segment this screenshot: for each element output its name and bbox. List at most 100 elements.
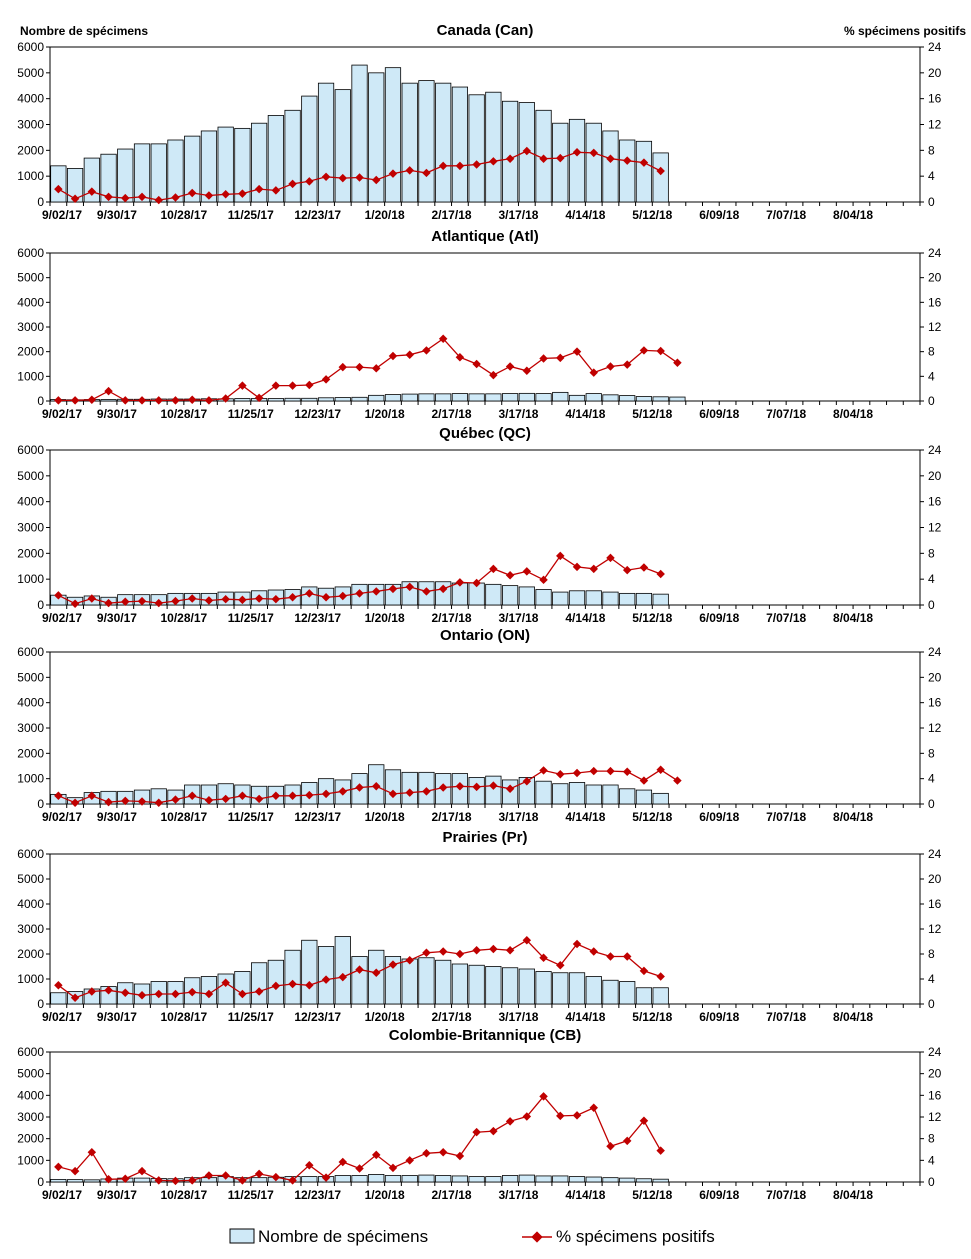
positivity-point [572,939,582,949]
positivity-point [472,782,481,792]
positivity-point [556,769,565,779]
positivity-point [489,157,498,166]
positivity-point [388,351,398,361]
y2-tick-label: 16 [928,696,942,710]
positivity-point [204,191,214,200]
x-tick-label: 2/17/18 [432,1010,472,1024]
positivity-point [438,947,448,956]
positivity-point [539,1092,548,1101]
positivity-point [589,947,598,956]
specimen-bar [485,1176,502,1183]
y2-tick-label: 12 [928,521,942,535]
positivity-point [54,1162,63,1172]
positivity-point [372,587,381,596]
positivity-point [472,1127,481,1137]
positivity-point [70,396,80,405]
positivity-point [305,589,314,598]
x-tick-label: 9/30/17 [97,611,137,625]
specimen-bar [451,1175,469,1183]
positivity-point [489,1126,498,1136]
positivity-point [606,553,615,563]
specimen-bar [351,396,368,402]
positivity-point [305,981,314,990]
positivity-point [522,366,532,376]
positivity-point [388,960,398,969]
positivity-point [622,1136,632,1146]
specimen-bar [133,1177,151,1183]
specimen-bar [217,126,234,203]
positivity-point [455,352,465,362]
specimen-bar [602,394,619,402]
specimen-bar [301,95,318,203]
chart-panels: Canada (Can)0100020003000400050006000048… [17,22,941,1202]
panel-title: Ontario (ON) [440,627,530,644]
positivity-point [338,972,348,982]
positivity-point [489,944,498,954]
y2-tick-label: 4 [928,772,935,786]
positivity-point [171,1176,180,1186]
x-tick-label: 6/09/18 [699,208,739,222]
specimen-bar [334,397,351,402]
x-tick-label: 11/25/17 [228,611,274,625]
legend-bars-label: Nombre de spécimens [258,1227,428,1246]
positivity-point [305,177,314,186]
positivity-point [522,567,532,576]
specimen-bar [552,1175,569,1183]
specimen-bar [602,979,619,1005]
x-tick-label: 10/28/17 [160,1010,207,1024]
x-tick-label: 3/17/18 [498,611,538,625]
y2-tick-label: 0 [928,598,935,612]
positivity-point [221,190,230,199]
specimen-bar [585,393,602,402]
specimen-bar [100,399,117,402]
positivity-point [271,186,281,195]
y-tick-label: 4000 [17,295,44,309]
positivity-point [522,776,532,786]
positivity-point [589,564,598,574]
positivity-point [321,1173,331,1182]
specimen-bar [501,967,519,1005]
specimen-bar [568,782,586,805]
specimen-bar [602,130,619,203]
y-tick-label: 5000 [17,670,44,684]
positivity-point [572,768,582,778]
y2-tick-label: 8 [928,947,935,961]
positivity-point [422,346,431,355]
x-tick-label: 3/17/18 [498,407,538,421]
positivity-point [321,172,331,182]
x-tick-label: 9/02/17 [42,1188,82,1202]
positivity-point [154,1176,163,1185]
x-tick-label: 5/12/18 [632,407,672,421]
positivity-point [388,789,398,799]
y-tick-label: 0 [37,394,44,408]
specimen-bar [619,1177,636,1183]
specimen-bar [468,393,485,402]
right-axis-title: % spécimens positifs [844,24,966,38]
specimen-bar [435,393,452,402]
specimen-bar [635,987,653,1005]
chart-panel: Québec (QC) 0 1000 2000 3000 4000 5000 6000 0 4 8 1… [17,425,941,625]
positivity-point [639,563,649,572]
specimen-bar [635,592,653,606]
x-tick-label: 8/04/18 [833,1010,873,1024]
y-tick-label: 3000 [17,118,44,132]
plot-frame [49,449,921,606]
specimen-bar [351,956,368,1005]
y-tick-label: 6000 [17,443,44,457]
positivity-point [455,1151,465,1161]
specimen-bar [568,590,586,606]
y-tick-label: 2000 [17,947,44,961]
specimen-bar [501,393,519,402]
x-tick-label: 5/12/18 [632,611,672,625]
positivity-point [622,565,632,575]
positivity-point [388,1163,398,1173]
specimen-bar [635,140,653,203]
specimen-bar [384,67,402,203]
specimen-bar [217,973,234,1005]
positivity-point [673,776,682,785]
specimen-bar [535,1175,552,1183]
specimen-bar [652,1178,669,1183]
y-tick-label: 3000 [17,1110,44,1124]
specimen-bar [384,1175,402,1183]
